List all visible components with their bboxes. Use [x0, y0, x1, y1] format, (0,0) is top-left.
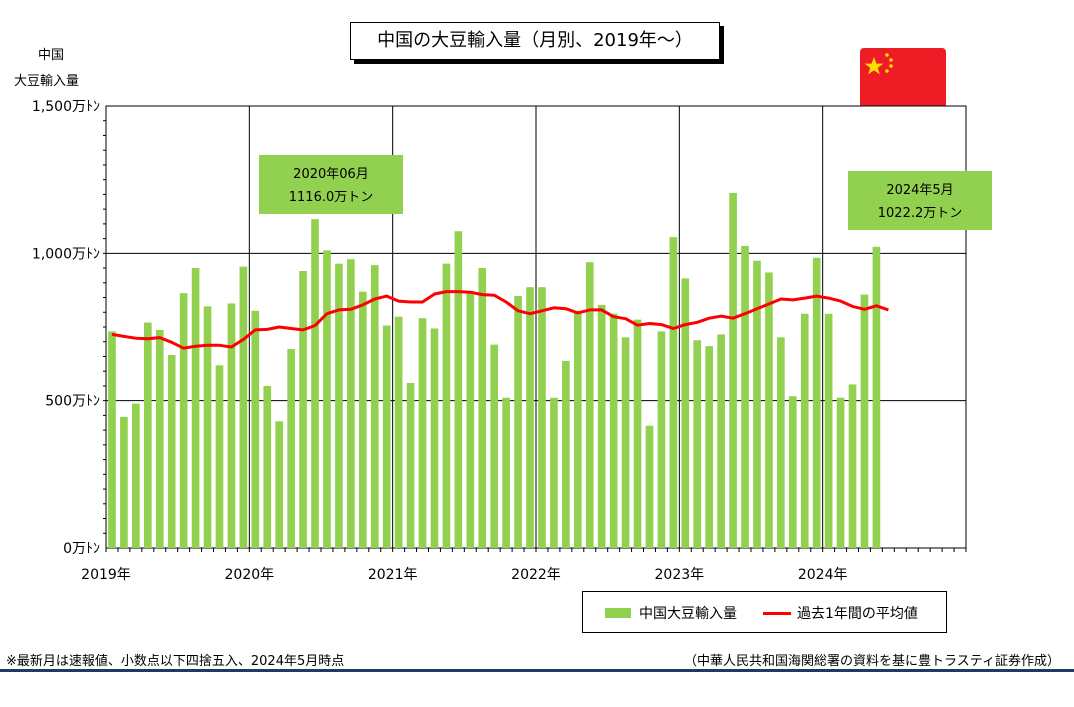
- bar: [143, 322, 152, 548]
- bar: [872, 246, 881, 548]
- bar: [239, 266, 248, 548]
- bar: [358, 291, 367, 548]
- bar: [609, 313, 618, 548]
- y-tick-label: 500万ﾄﾝ: [45, 394, 100, 410]
- bar: [335, 263, 343, 548]
- x-tick-label: 2020年: [225, 567, 275, 583]
- bar: [681, 278, 690, 548]
- footnote-left: ※最新月は速報値、小数点以下四捨五入、2024年5月時点: [6, 654, 345, 669]
- bar: [777, 337, 785, 548]
- bar: [562, 360, 570, 548]
- bar: [490, 344, 499, 548]
- bar: [526, 287, 534, 548]
- bar: [717, 334, 725, 548]
- bar: [514, 296, 522, 548]
- annotation-box: [848, 171, 992, 230]
- bar: [502, 397, 510, 548]
- bar: [454, 231, 463, 548]
- bar: [155, 329, 164, 548]
- bar: [657, 331, 666, 548]
- footnote-right: （中華人民共和国海関総署の資料を基に豊トラスティ証券作成）: [684, 654, 1060, 669]
- legend: 中国大豆輸入量 過去1年間の平均値: [582, 591, 947, 633]
- bar: [215, 365, 224, 548]
- chart-title: 中国の大豆輸入量（月別、2019年～）: [350, 22, 720, 60]
- bar: [120, 416, 128, 548]
- bar: [824, 313, 833, 548]
- bar: [848, 384, 857, 548]
- y-axis-label-line-2: 大豆輸入量: [14, 74, 80, 89]
- bar: [693, 340, 702, 548]
- bar: [729, 192, 737, 548]
- legend-line-swatch: [763, 612, 791, 615]
- bar: [430, 328, 439, 548]
- bar: [585, 262, 594, 548]
- annotation-line-2: 1022.2万トン: [878, 206, 963, 221]
- bar: [263, 385, 272, 548]
- annotation-line-1: 2020年06月: [293, 167, 369, 182]
- bar: [645, 425, 654, 548]
- bar: [299, 271, 307, 548]
- bar: [287, 349, 295, 548]
- bar: [466, 293, 475, 548]
- x-tick-label: 2023年: [655, 567, 705, 583]
- bar: [179, 293, 188, 548]
- y-axis-label-line-1: 中国: [38, 48, 65, 63]
- bar: [753, 260, 761, 548]
- bar: [597, 304, 606, 548]
- bar: [275, 421, 284, 548]
- annotation-line-1: 2024年5月: [886, 183, 953, 198]
- bar: [538, 287, 546, 548]
- legend-bar-label: 中国大豆輸入量: [639, 606, 737, 622]
- bar: [382, 325, 391, 548]
- bar: [836, 397, 845, 548]
- bar: [765, 272, 773, 548]
- bar: [311, 219, 319, 549]
- legend-line-label: 過去1年間の平均値: [797, 606, 918, 622]
- footer-rule: [0, 669, 1074, 672]
- bar: [108, 331, 116, 548]
- x-tick-label: 2021年: [368, 567, 418, 583]
- bar: [478, 268, 487, 548]
- annotation-line-2: 1116.0万トン: [289, 190, 374, 205]
- china-flag-icon: [860, 48, 946, 110]
- bar: [227, 303, 236, 548]
- y-tick-label: 1,500万ﾄﾝ: [32, 99, 100, 115]
- bar: [800, 313, 809, 548]
- bar: [323, 250, 331, 549]
- bar: [812, 257, 821, 548]
- bar: [573, 310, 582, 548]
- bar: [370, 265, 379, 548]
- bar: [633, 319, 642, 548]
- annotation-box: [259, 155, 403, 214]
- bar: [418, 318, 427, 548]
- bar: [669, 237, 678, 549]
- bar: [442, 263, 451, 548]
- y-tick-label: 0万ﾄﾝ: [63, 541, 100, 557]
- bar: [621, 337, 630, 548]
- bar: [251, 310, 260, 548]
- bar: [705, 346, 714, 548]
- bar: [167, 354, 176, 548]
- x-tick-label: 2024年: [798, 567, 848, 583]
- x-tick-label: 2019年: [81, 567, 131, 583]
- bar: [860, 294, 869, 548]
- bar: [788, 396, 797, 548]
- bar: [203, 306, 212, 548]
- x-tick-label: 2022年: [511, 567, 561, 583]
- bar: [406, 382, 415, 548]
- legend-bar-swatch: [605, 608, 631, 618]
- bar: [347, 259, 355, 548]
- bar: [394, 316, 403, 548]
- y-tick-label: 1,000万ﾄﾝ: [32, 246, 100, 262]
- bar: [132, 403, 140, 548]
- bar: [550, 397, 558, 548]
- bar: [741, 245, 749, 548]
- average-line: [111, 290, 889, 350]
- bar: [191, 268, 200, 548]
